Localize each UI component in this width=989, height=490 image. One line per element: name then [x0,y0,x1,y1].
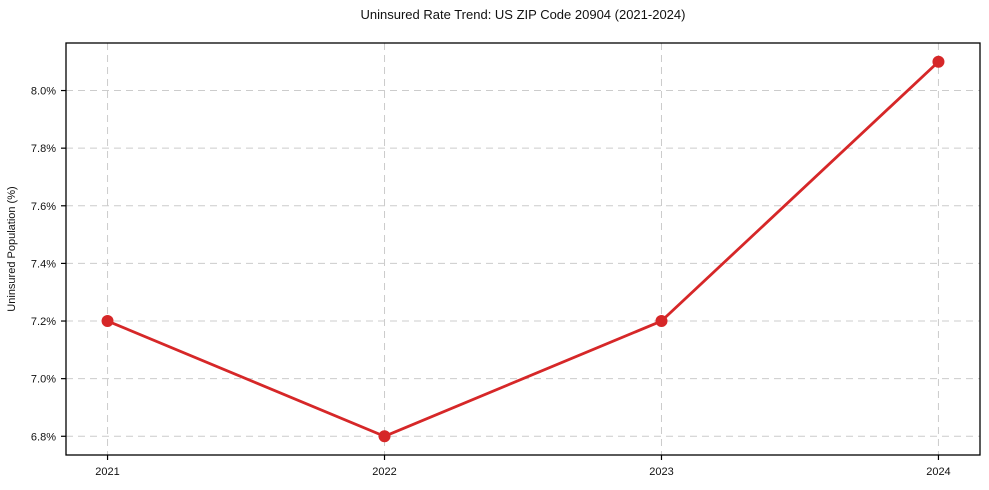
data-point [378,430,391,443]
x-tick-label: 2022 [372,466,396,478]
chart-title: Uninsured Rate Trend: US ZIP Code 20904 … [360,7,686,22]
y-tick-label: 7.4% [31,258,56,270]
y-tick-label: 7.2% [31,316,56,328]
x-tick-label: 2021 [95,466,119,478]
data-point [655,315,668,328]
y-tick-label: 7.6% [31,201,56,213]
x-tick-label: 2023 [649,466,673,478]
y-tick-label: 6.8% [31,431,56,443]
y-tick-label: 8.0% [31,86,56,98]
data-point [101,315,114,328]
y-tick-label: 7.8% [31,143,56,155]
y-tick-label: 7.0% [31,374,56,386]
data-point [932,55,945,68]
x-tick-label: 2024 [926,466,950,478]
axes-border [65,42,981,456]
trend-line [106,60,940,438]
